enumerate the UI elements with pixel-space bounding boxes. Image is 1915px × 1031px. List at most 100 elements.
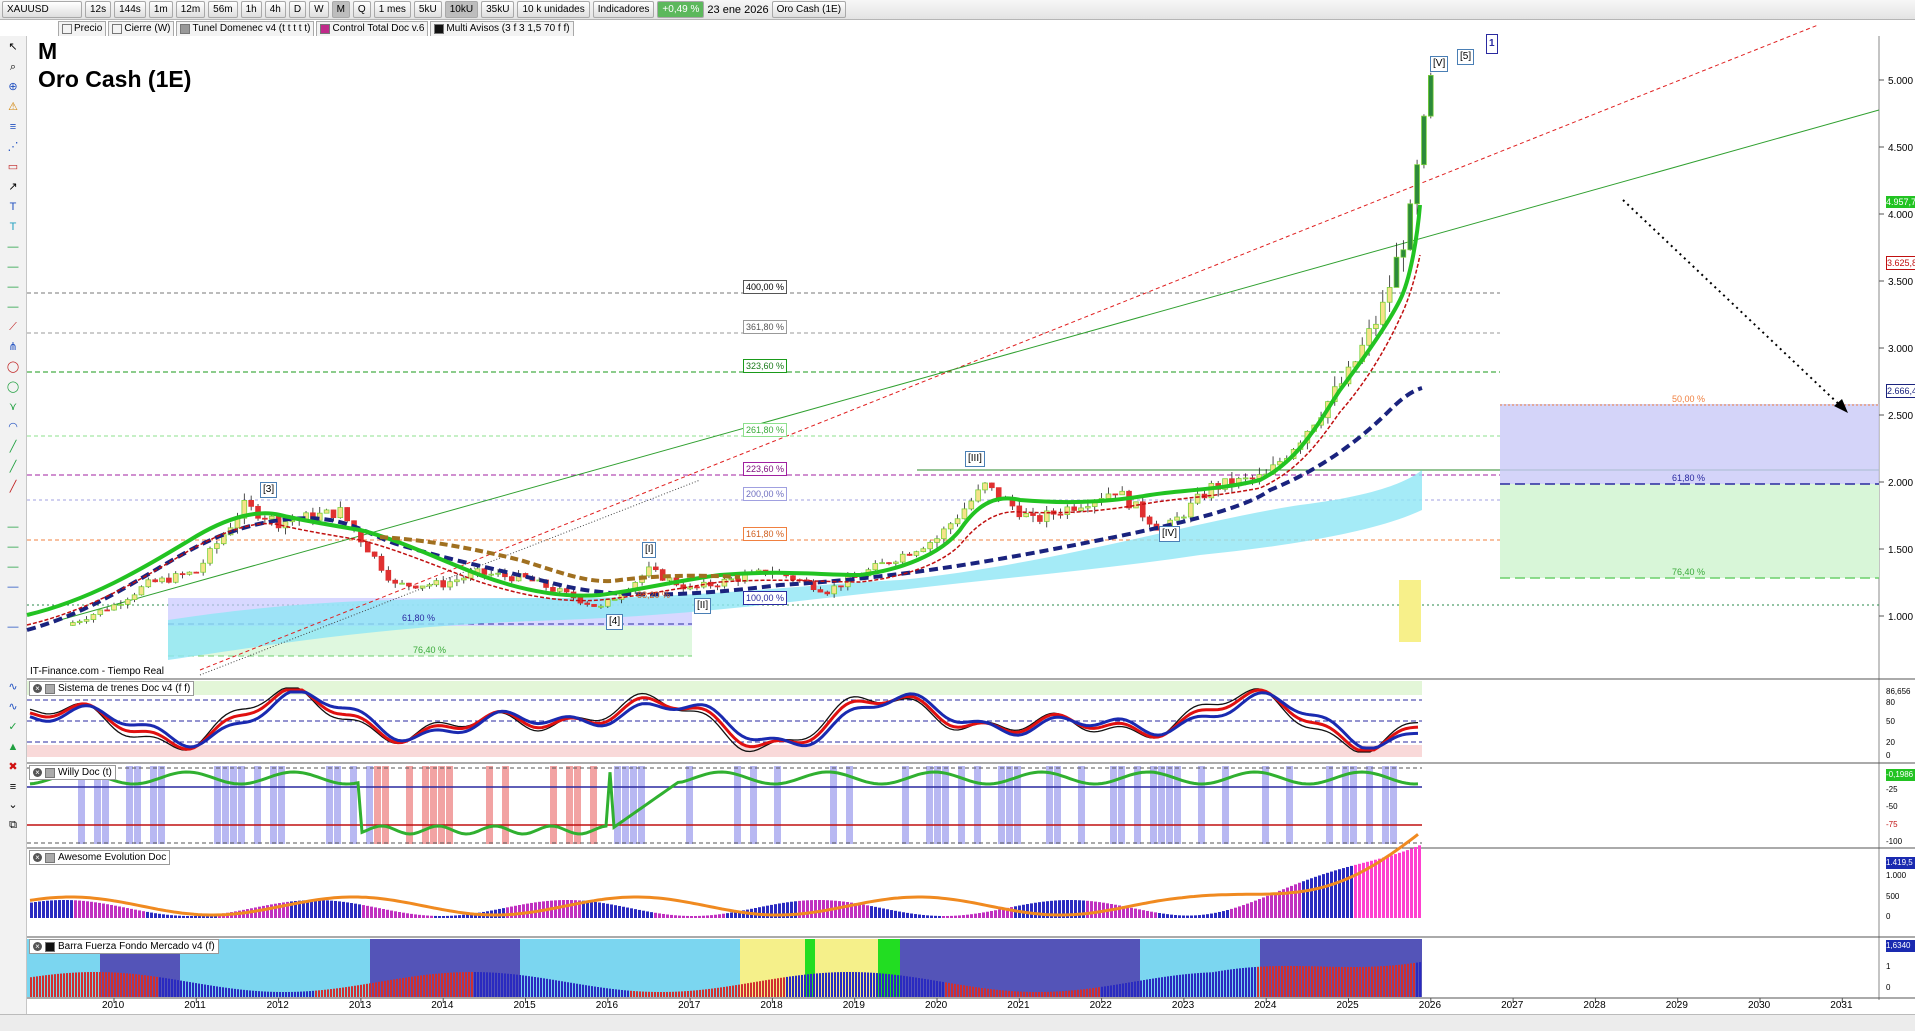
wave-alt-icon[interactable]: ∿ — [8, 701, 18, 713]
tf-12m[interactable]: 12m — [175, 1, 206, 18]
tf-56m[interactable]: 56m — [208, 1, 238, 18]
arrow-icon[interactable]: ↗ — [8, 181, 18, 193]
units-select[interactable]: 10 k unidades — [517, 1, 590, 18]
close-icon[interactable]: × — [33, 768, 42, 777]
wave-icon[interactable]: ∿ — [8, 681, 18, 693]
fib-icon[interactable]: ≡ — [9, 121, 17, 133]
unit-35ku[interactable]: 35kU — [481, 1, 515, 18]
fuerza-bar — [1029, 991, 1031, 997]
zoom-icon[interactable]: ⌕ — [9, 61, 17, 73]
cursor-icon[interactable]: ↖ — [8, 41, 18, 53]
line-alt-icon[interactable]: ╱ — [9, 461, 17, 473]
unit-5ku[interactable]: 5kU — [413, 1, 442, 18]
willy-bar — [614, 766, 621, 844]
fuerza-bar — [615, 989, 617, 997]
hline-icon[interactable]: — — [7, 241, 19, 253]
hline-9-icon[interactable]: — — [7, 621, 19, 633]
fuerza-bar — [318, 990, 320, 997]
line-icon[interactable]: ╱ — [9, 441, 17, 453]
panel-header-fuerza[interactable]: × Barra Fuerza Fondo Mercado v4 (f) — [29, 939, 219, 954]
tf-D[interactable]: D — [288, 1, 307, 18]
fuerza-bar — [1341, 966, 1343, 997]
awesome-bar — [710, 915, 713, 918]
rectangle-icon[interactable]: ▭ — [7, 161, 19, 173]
fuerza-bar — [1164, 976, 1166, 997]
fuerza-bar — [537, 977, 539, 997]
hline-6-icon[interactable]: — — [7, 541, 19, 553]
awesome-bar — [1154, 912, 1157, 918]
indicator-precio[interactable]: Precio — [58, 21, 107, 37]
willy-panel — [27, 766, 1422, 844]
color-swatch-icon — [434, 24, 445, 34]
menu-icon[interactable]: ≡ — [9, 781, 17, 793]
thumb-icon[interactable]: ▲ — [7, 741, 19, 753]
fuerza-bar — [570, 982, 572, 997]
hline-7-icon[interactable]: — — [7, 561, 19, 573]
delete-icon[interactable]: ✖ — [8, 761, 18, 773]
indicator-cierre[interactable]: Cierre (W) — [108, 21, 175, 37]
hline-5-icon[interactable]: — — [7, 521, 19, 533]
tf-M[interactable]: M — [331, 1, 350, 18]
close-icon[interactable]: × — [33, 853, 42, 862]
pitchfork-icon[interactable]: ⋔ — [8, 341, 18, 353]
hline-3-icon[interactable]: — — [7, 281, 19, 293]
data-credit: IT-Finance.com - Tiempo Real — [30, 666, 164, 677]
unit-10ku[interactable]: 10kU — [444, 1, 479, 18]
awesome-bar — [1190, 915, 1193, 918]
close-icon[interactable]: × — [33, 942, 42, 951]
polyline-icon[interactable]: ⋎ — [8, 401, 18, 413]
price-tag-blue: 2.666,4 — [1886, 384, 1915, 398]
ruler-icon[interactable]: ⟋ — [9, 321, 17, 333]
fuerza-bar — [324, 989, 326, 997]
arc-icon[interactable]: ◠ — [8, 421, 18, 433]
tf-4h[interactable]: 4h — [264, 1, 286, 18]
hline-8-icon[interactable]: — — [7, 581, 19, 593]
tf-Q[interactable]: Q — [352, 1, 371, 18]
range-select[interactable]: 1 mes — [373, 1, 411, 18]
fuerza-bar — [900, 975, 902, 997]
awesome-bar — [302, 900, 305, 918]
layers-icon[interactable]: ⧉ — [9, 819, 17, 831]
panel-header-trenes[interactable]: × Sistema de trenes Doc v4 (f f) — [29, 681, 195, 696]
tf-1m[interactable]: 1m — [148, 1, 173, 18]
indicators-button[interactable]: Indicadores — [592, 1, 655, 18]
hline-alt-icon[interactable]: — — [7, 261, 19, 273]
willy-bar — [326, 766, 333, 844]
close-icon[interactable]: × — [33, 684, 42, 693]
fuerza-bar — [987, 988, 989, 997]
panel-header-willy[interactable]: × Willy Doc (t) — [29, 765, 116, 780]
awesome-bar — [966, 914, 969, 918]
text-alt-icon[interactable]: T — [9, 221, 17, 233]
tf-12s[interactable]: 12s — [85, 1, 112, 18]
ellipse-alt-icon[interactable]: ◯ — [6, 381, 20, 393]
symbol-selector[interactable]: XAUUSD — [2, 1, 82, 18]
alarm-icon[interactable]: ⚠ — [8, 101, 18, 113]
awesome-bar — [158, 913, 161, 918]
line-red-icon[interactable]: ╱ — [9, 481, 17, 493]
text-icon[interactable]: T — [9, 201, 17, 213]
fuerza-bar — [621, 989, 623, 997]
tf-W[interactable]: W — [309, 1, 329, 18]
check-icon[interactable]: ✓ — [8, 721, 18, 733]
year-label: 2017 — [678, 1000, 701, 1011]
dotted-trend-line — [199, 479, 701, 676]
ellipse-icon[interactable]: ◯ — [6, 361, 20, 373]
fuerza-bar — [801, 974, 803, 997]
awesome-bar — [658, 913, 661, 918]
hline-4-icon[interactable]: — — [7, 301, 19, 313]
awesome-bar — [1282, 889, 1285, 918]
channel-icon[interactable]: ⋰ — [7, 141, 19, 153]
awesome-bar — [110, 904, 113, 918]
awesome-bar — [1414, 847, 1417, 918]
awesome-bar — [38, 901, 41, 918]
chevron-down-icon[interactable]: ⌄ — [8, 799, 18, 811]
tf-1h[interactable]: 1h — [240, 1, 262, 18]
zoom-area-icon[interactable]: ⊕ — [8, 81, 18, 93]
panel-header-awesome[interactable]: × Awesome Evolution Doc — [29, 850, 171, 865]
awesome-bar — [414, 914, 417, 918]
willy-bar — [1118, 766, 1125, 844]
fuerza-bar — [258, 991, 260, 997]
tf-144s[interactable]: 144s — [114, 1, 146, 18]
awesome-bar — [406, 913, 409, 918]
